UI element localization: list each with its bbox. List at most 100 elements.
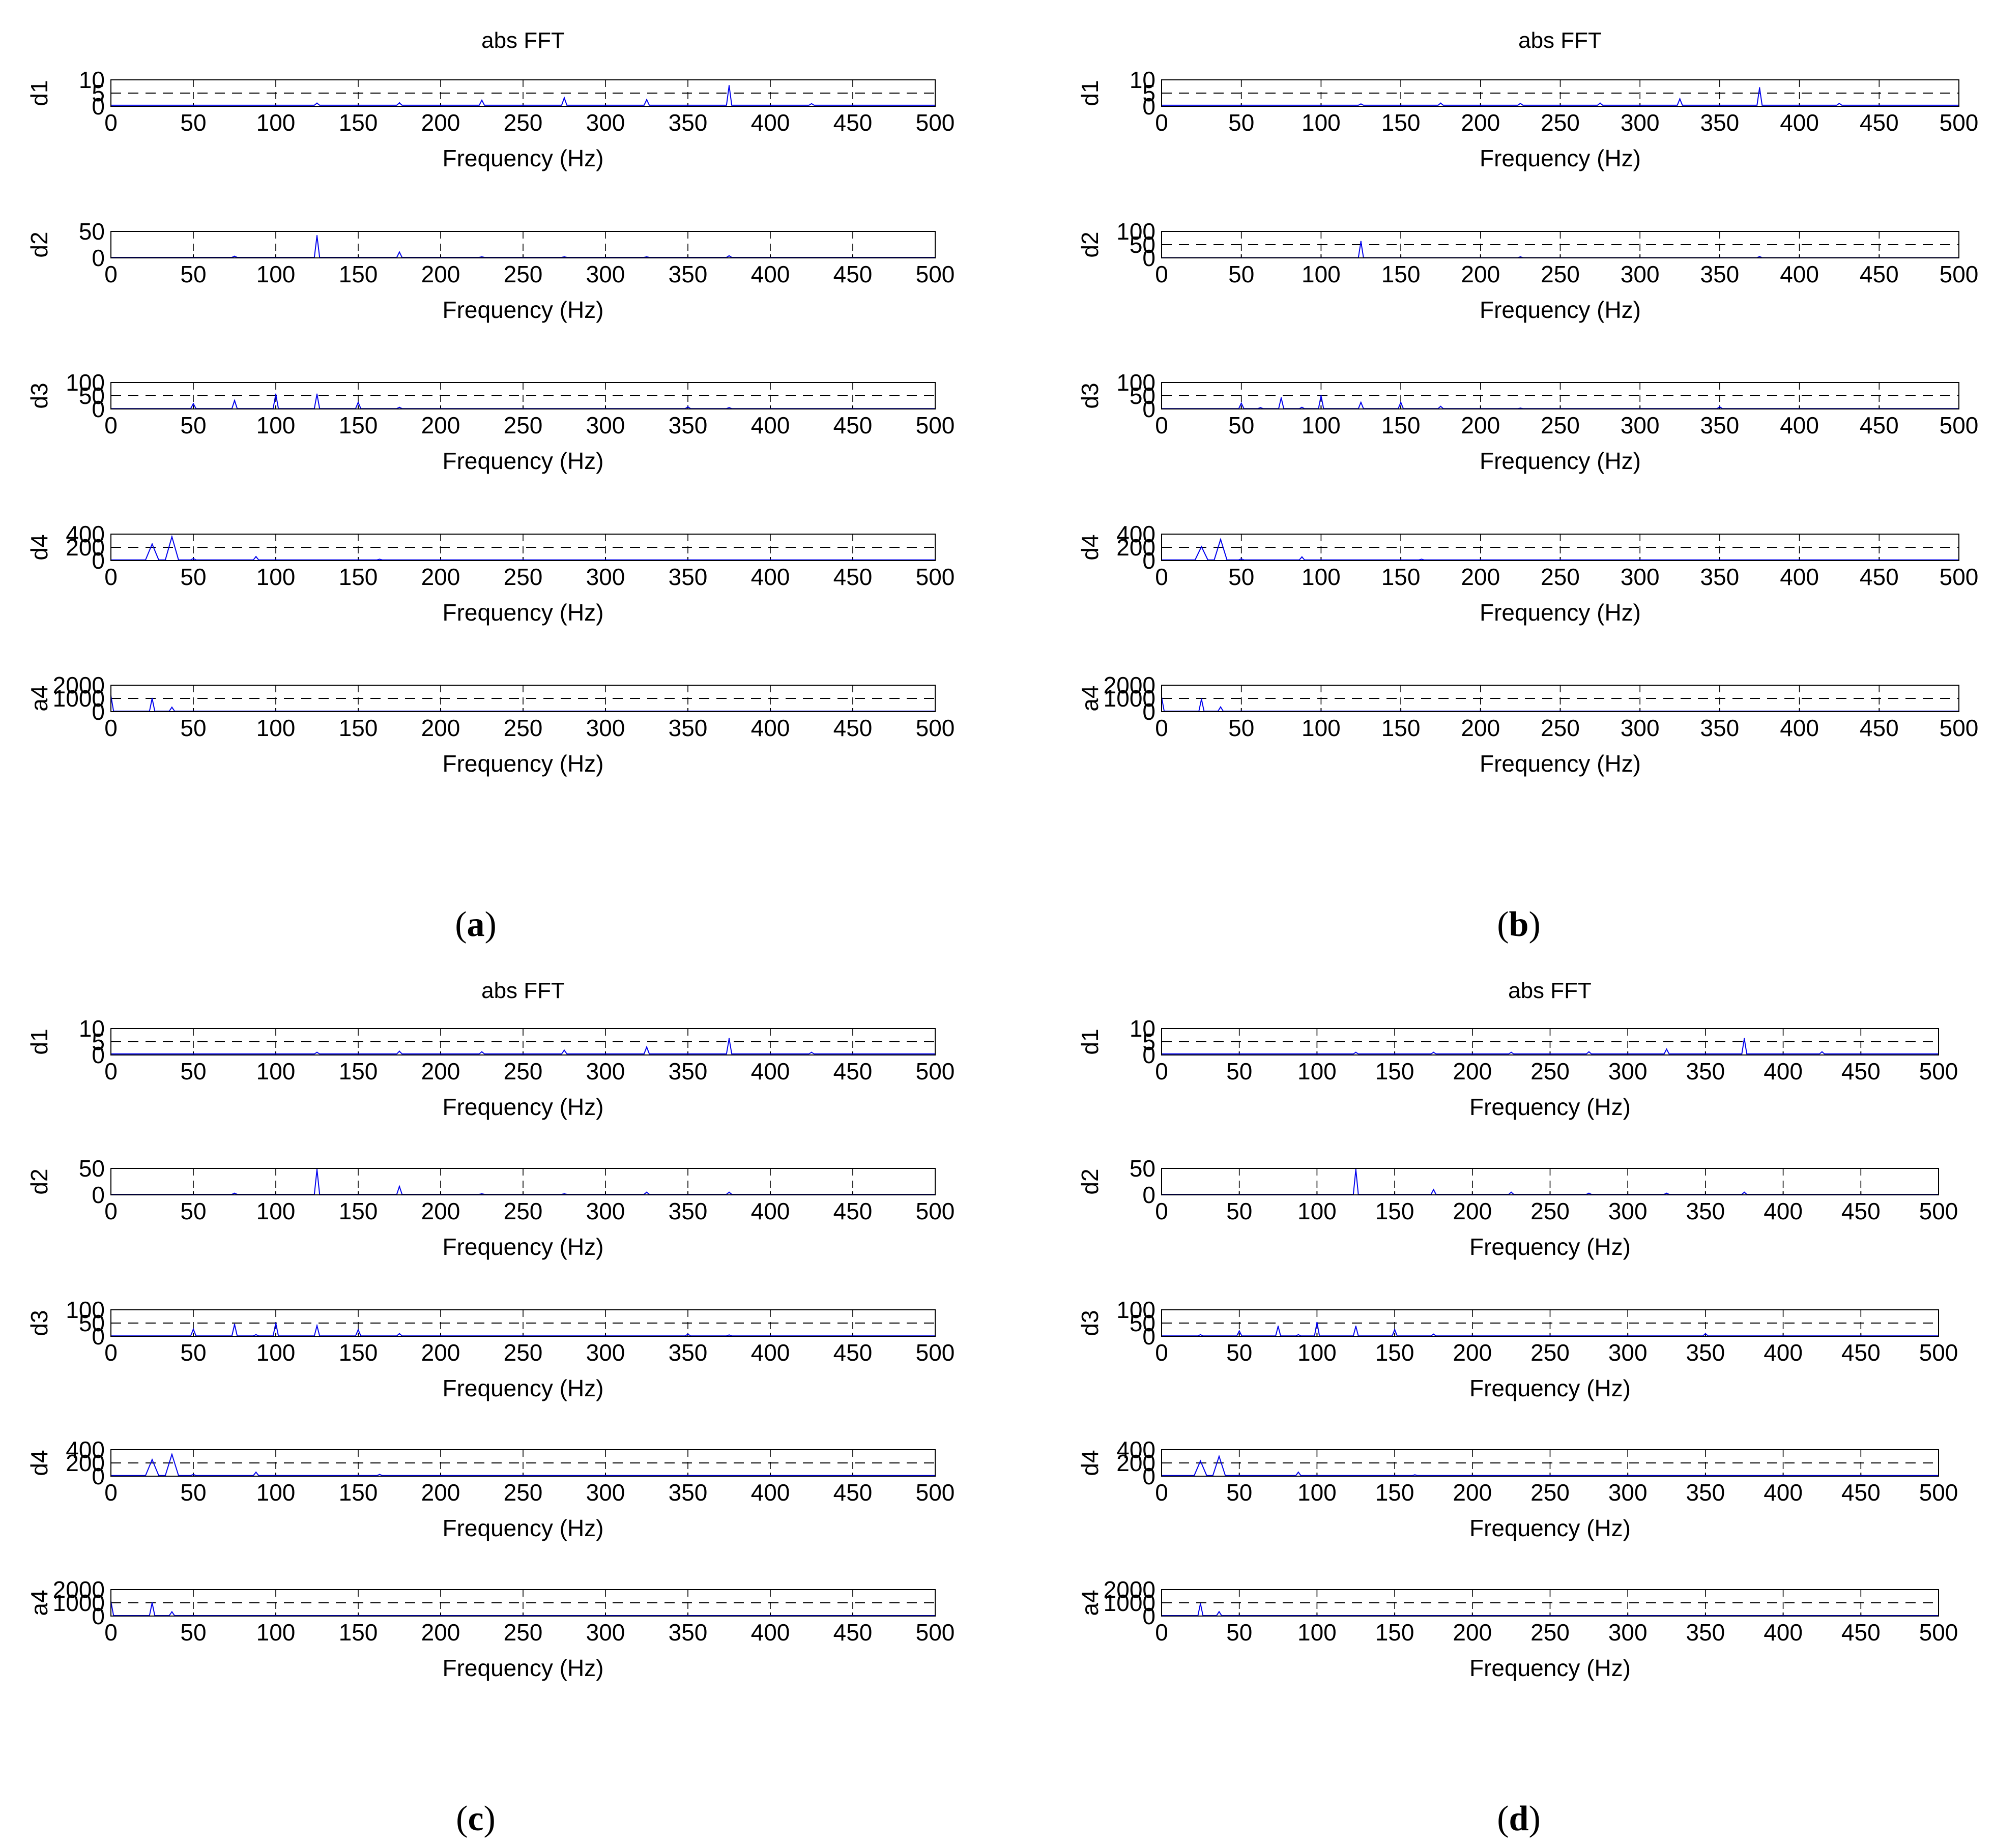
plot-frame [110, 1449, 936, 1477]
x-axis-label: Frequency (Hz) [1469, 1655, 1631, 1681]
y-axis-label: a4 [1077, 685, 1103, 711]
subplot-d2: 0 50 100 150 200 250 300 350 400 450 500050d2Frequ… [26, 218, 955, 323]
x-tick-label: 350 [669, 1479, 708, 1506]
y-tick-label: 0 [92, 1323, 105, 1350]
x-axis-label: Frequency (Hz) [1469, 1375, 1631, 1401]
panel-d: abs FFT(d)0 50 100 150 200 250 300 350 400 450 500… [1077, 978, 1958, 1838]
x-tick-label: 250 [504, 1339, 543, 1366]
x-axis-label: Frequency (Hz) [1469, 1515, 1631, 1541]
x-tick-label: 300 [1608, 1339, 1648, 1366]
y-tick-label: 1000 [1104, 685, 1155, 712]
x-tick-label: 150 [1375, 1058, 1414, 1084]
x-tick-label: 300 [1621, 109, 1660, 136]
x-tick-label: 100 [256, 1619, 296, 1646]
subplot-d1: 0 50 100 150 200 250 300 350 400 450 5000510d1Freq… [26, 67, 955, 171]
x-tick-label: 50 [180, 715, 206, 741]
y-axis-label: a4 [26, 685, 52, 711]
x-tick-label: 50 [180, 261, 206, 287]
plot-frame [1161, 534, 1959, 561]
y-tick-label: 5 [1142, 1029, 1155, 1055]
y-axis-label: d2 [1077, 231, 1103, 257]
spectrum-peak [1433, 1051, 1434, 1053]
x-tick-label: 350 [669, 1619, 708, 1646]
plot-frame [110, 231, 936, 258]
x-tick-label: 0 [1155, 1479, 1168, 1506]
x-tick-label: 350 [1686, 1058, 1725, 1084]
x-tick-label: 250 [1541, 564, 1580, 590]
x-tick-label: 200 [1453, 1198, 1492, 1224]
x-tick-label: 400 [1780, 109, 1819, 136]
spectrum-peak [234, 1192, 236, 1194]
x-tick-label: 450 [833, 412, 873, 438]
x-tick-label: 150 [339, 1479, 378, 1506]
x-tick-label: 350 [1700, 412, 1740, 438]
spectrum-peak [1200, 1460, 1201, 1462]
x-tick-label: 150 [339, 1198, 378, 1224]
spectrum-peak [379, 559, 381, 560]
x-tick-label: 250 [504, 1058, 543, 1084]
y-tick-label: 0 [1142, 396, 1155, 422]
x-tick-label: 500 [1919, 1619, 1958, 1646]
x-tick-label: 300 [1621, 715, 1660, 741]
spectrum-peak [151, 697, 153, 699]
spectrum-peak [1433, 1333, 1434, 1335]
spectrum-peak [646, 1046, 648, 1048]
spectrum-peak [481, 1193, 483, 1195]
plot-frame [1161, 685, 1959, 712]
spectrum-peak [234, 1324, 236, 1325]
x-tick-label: 300 [586, 1058, 625, 1084]
x-tick-label: 500 [1919, 1339, 1958, 1366]
x-axis-label: Frequency (Hz) [443, 1234, 604, 1260]
plot-frame [110, 79, 936, 107]
x-tick-label: 100 [1302, 261, 1341, 287]
x-tick-label: 350 [669, 715, 708, 741]
spectrum-peak [1360, 241, 1362, 242]
x-tick-label: 200 [421, 1619, 460, 1646]
spectrum-peak [1510, 1191, 1512, 1193]
x-tick-label: 0 [104, 109, 118, 136]
x-tick-label: 0 [104, 261, 118, 287]
y-tick-label: 100 [1116, 369, 1155, 396]
x-tick-label: 0 [104, 412, 118, 438]
spectrum-peak [1744, 1191, 1745, 1193]
x-tick-label: 300 [586, 261, 625, 287]
x-tick-label: 350 [669, 261, 708, 287]
spectrum-peak [171, 536, 173, 538]
spectrum-peak [481, 256, 483, 258]
spectrum-peak [687, 1333, 689, 1335]
x-tick-label: 400 [751, 715, 790, 741]
y-tick-label: 50 [79, 218, 105, 245]
spectrum-peak [1200, 1334, 1201, 1336]
y-tick-label: 10 [79, 67, 105, 93]
y-tick-label: 10 [1130, 67, 1155, 93]
spectrum-peak [728, 255, 730, 257]
spectrum-peak [1201, 546, 1202, 547]
x-tick-label: 450 [833, 1479, 873, 1506]
y-tick-label: 0 [1142, 1182, 1155, 1208]
spectrum-peak [1588, 1192, 1590, 1194]
x-tick-label: 450 [1860, 564, 1899, 590]
x-tick-label: 150 [339, 1058, 378, 1084]
x-tick-label: 400 [751, 261, 790, 287]
y-tick-label: 0 [92, 396, 105, 422]
x-tick-label: 200 [1453, 1479, 1492, 1506]
x-tick-label: 350 [1700, 715, 1740, 741]
x-tick-label: 50 [1228, 109, 1254, 136]
x-tick-label: 300 [586, 1198, 625, 1224]
x-tick-label: 100 [1297, 1339, 1337, 1366]
x-tick-label: 200 [1461, 564, 1500, 590]
x-tick-label: 200 [421, 564, 460, 590]
x-tick-label: 150 [1381, 564, 1421, 590]
x-tick-label: 100 [256, 1058, 296, 1084]
panel-title: abs FFT [1518, 28, 1602, 53]
x-tick-label: 400 [1780, 564, 1819, 590]
x-axis-label: Frequency (Hz) [1480, 599, 1641, 626]
x-tick-label: 100 [256, 715, 296, 741]
x-tick-label: 0 [1155, 1058, 1168, 1084]
x-tick-label: 300 [586, 1619, 625, 1646]
spectrum-peak [1360, 103, 1362, 105]
x-tick-label: 200 [1461, 412, 1500, 438]
x-tick-label: 200 [421, 715, 460, 741]
x-tick-label: 0 [104, 1479, 118, 1506]
x-tick-label: 100 [1297, 1198, 1337, 1224]
